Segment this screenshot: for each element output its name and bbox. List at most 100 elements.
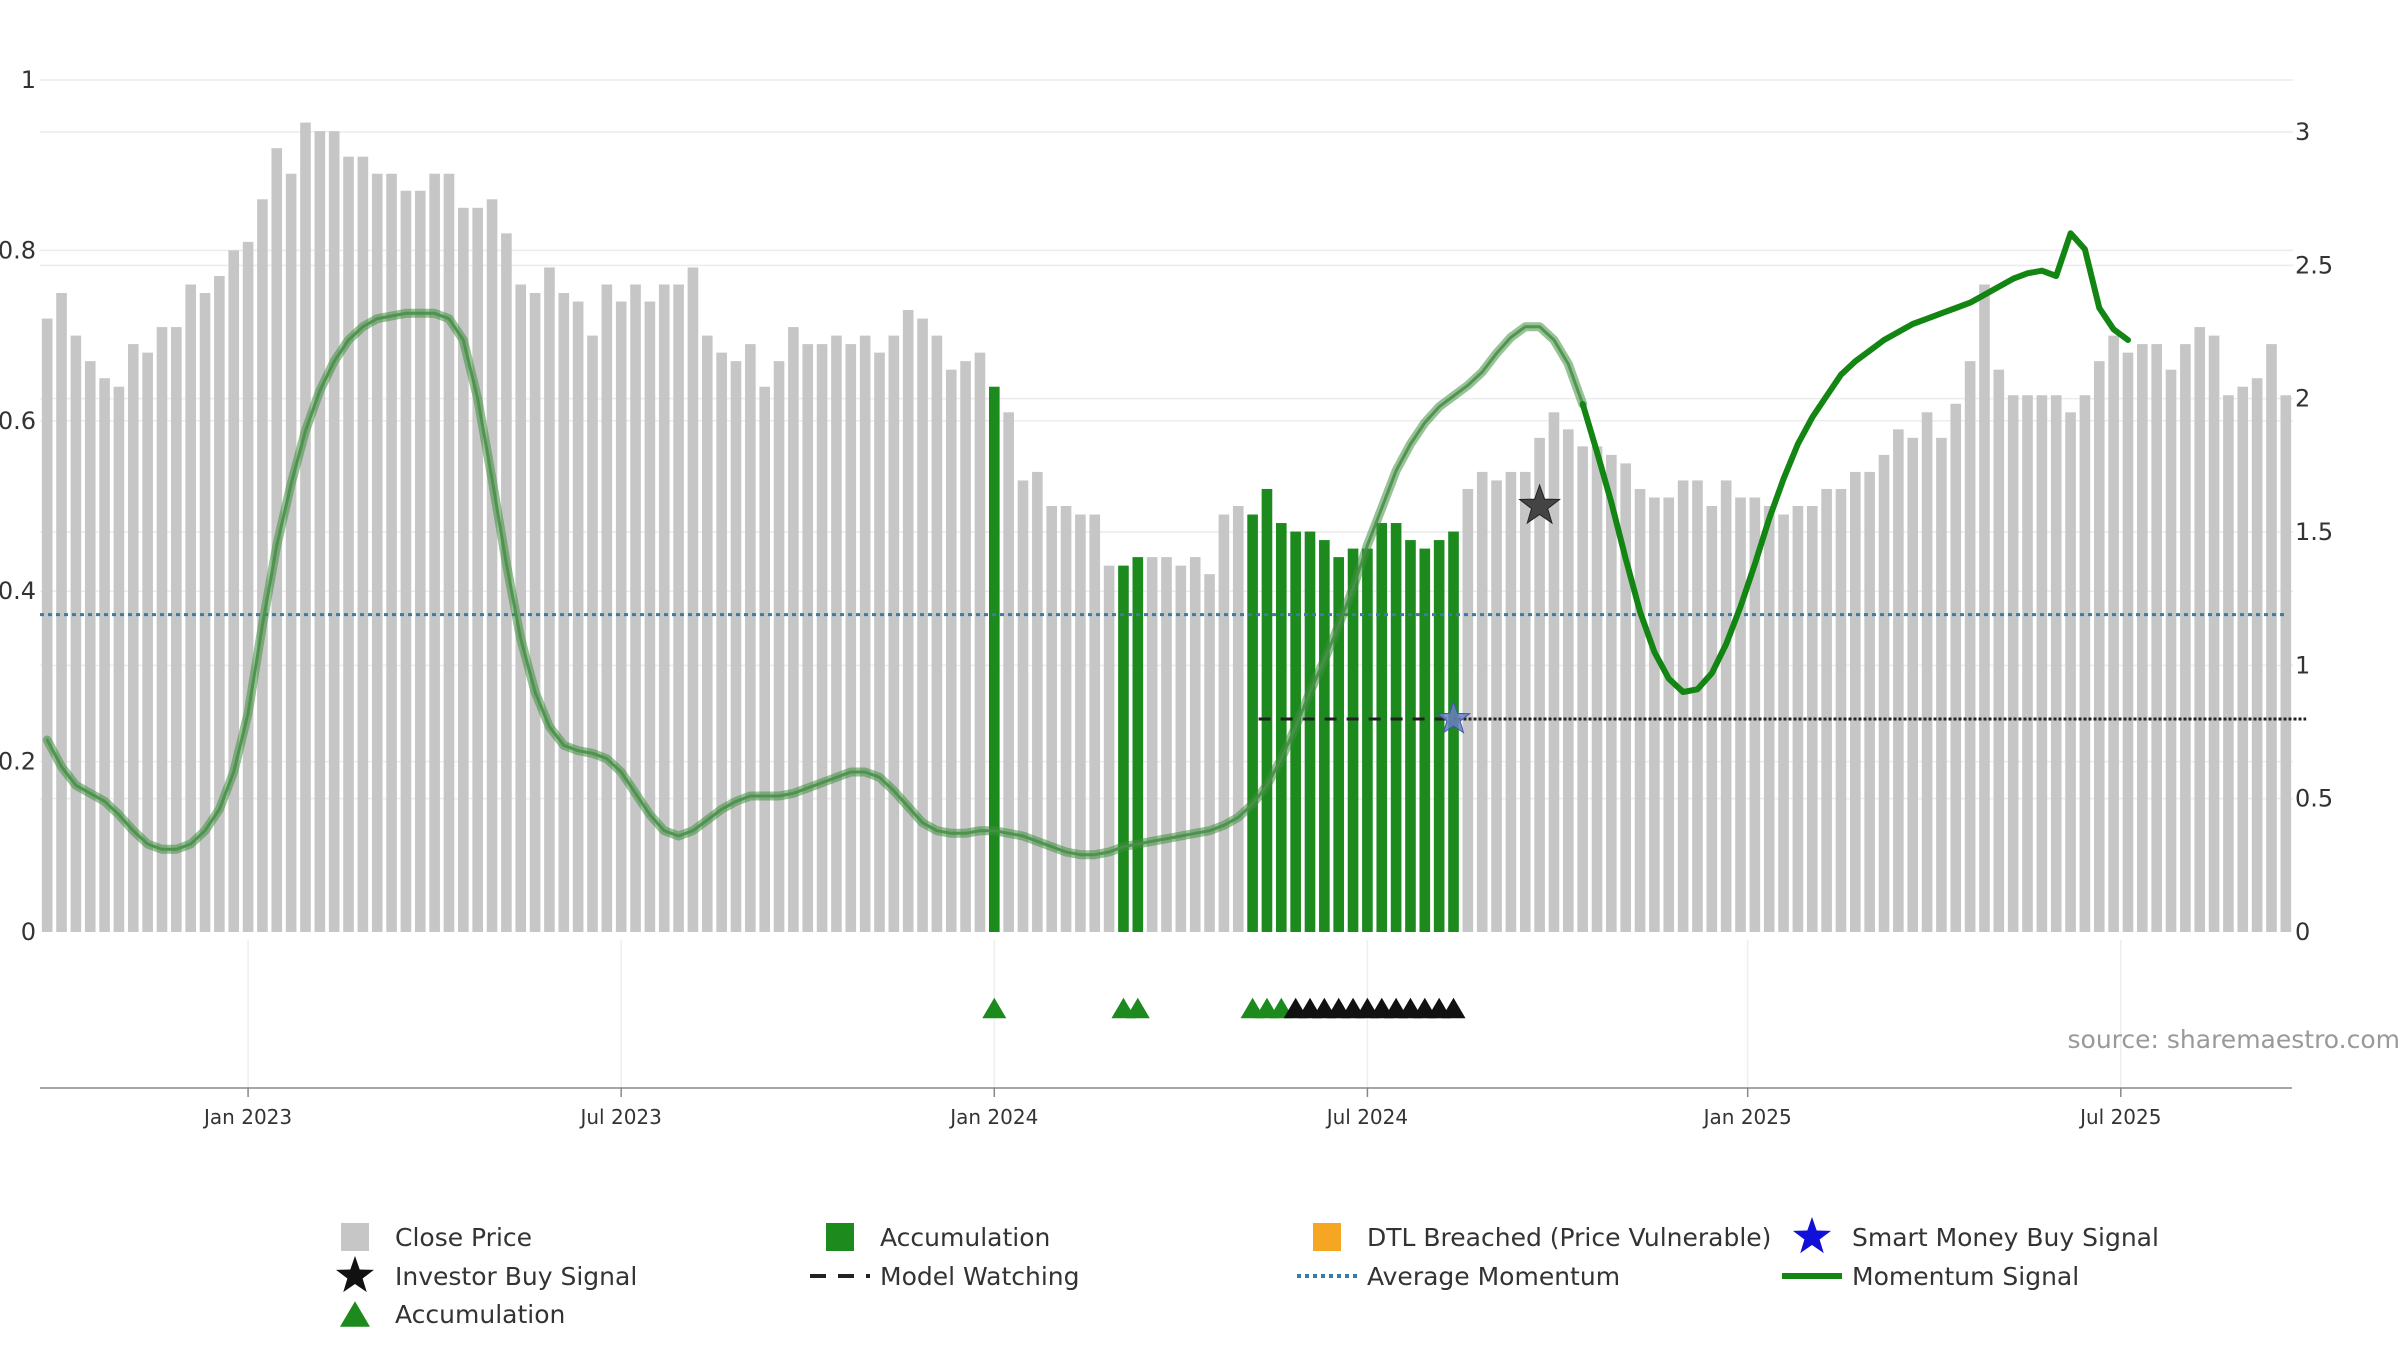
close-price-bar bbox=[529, 293, 541, 932]
close-price-bar bbox=[400, 190, 412, 932]
close-price-bar bbox=[1534, 437, 1545, 932]
close-price-bar bbox=[974, 352, 986, 932]
close-price-bar bbox=[1850, 471, 1861, 932]
close-price-bar bbox=[1563, 429, 1574, 932]
close-price-bar bbox=[773, 361, 785, 932]
x-axis-tick: Jul 2025 bbox=[2078, 1105, 2161, 1129]
close-price-bar bbox=[845, 344, 857, 932]
legend-item: Accumulation bbox=[826, 1223, 1050, 1252]
close-price-bar bbox=[1620, 463, 1632, 932]
close-price-bar bbox=[257, 199, 268, 932]
close-price-bar bbox=[716, 352, 727, 932]
legend-item: Accumulation bbox=[340, 1300, 565, 1329]
accumulation-triangle bbox=[982, 997, 1007, 1019]
close-price-bar bbox=[2050, 395, 2062, 932]
close-price-bar bbox=[414, 190, 426, 932]
close-price-bar bbox=[917, 318, 928, 932]
close-price-bar bbox=[242, 241, 254, 932]
left-axis-tick: 0.8 bbox=[0, 236, 36, 264]
close-price-bar bbox=[41, 318, 53, 932]
close-price-bar bbox=[2251, 378, 2263, 932]
investor-buy-star bbox=[1518, 483, 1562, 525]
close-price-bar bbox=[658, 284, 670, 933]
left-axis-tick: 1 bbox=[21, 66, 36, 94]
close-price-bar bbox=[486, 199, 498, 932]
accumulation-triangle-icon bbox=[340, 1301, 370, 1327]
close-price-bar bbox=[1032, 471, 1043, 932]
close-price-bar bbox=[902, 310, 914, 932]
close-price-bar bbox=[1778, 514, 1789, 932]
legend-label: Close Price bbox=[395, 1223, 532, 1252]
close-price-bar bbox=[2280, 395, 2292, 932]
accumulation-bar bbox=[1261, 488, 1273, 932]
close-price-bar bbox=[171, 327, 182, 933]
legend-item: Model Watching bbox=[810, 1262, 1080, 1291]
close-price-bar bbox=[156, 327, 168, 933]
close-price-bar bbox=[1476, 471, 1488, 932]
close-price-bar bbox=[2079, 395, 2091, 932]
accumulation-bar bbox=[1347, 548, 1359, 932]
close-price-bar bbox=[1821, 488, 1832, 932]
close-price-bar bbox=[2223, 395, 2234, 932]
legend-item: Momentum Signal bbox=[1782, 1262, 2079, 1291]
legend-label: Smart Money Buy Signal bbox=[1852, 1223, 2159, 1252]
accumulation-bar bbox=[1304, 531, 1316, 932]
close-price-bar bbox=[1204, 574, 1215, 932]
right-axis-tick: 0.5 bbox=[2295, 785, 2333, 813]
close-price-bar bbox=[1921, 412, 1933, 932]
smart-money-star bbox=[1435, 700, 1472, 734]
close-price-bar bbox=[759, 386, 770, 933]
left-axis-tick: 0 bbox=[21, 918, 36, 946]
close-price-bar bbox=[788, 327, 799, 933]
close-price-bar bbox=[1878, 454, 1890, 932]
close-price-bar bbox=[2065, 412, 2076, 932]
close-price-bar bbox=[859, 335, 871, 933]
x-axis-tick: Jan 2024 bbox=[948, 1105, 1038, 1129]
x-axis-tick: Jan 2023 bbox=[202, 1105, 292, 1129]
close-price-bar bbox=[1075, 514, 1086, 932]
close-price-bar bbox=[472, 207, 483, 933]
close-price-bar bbox=[701, 335, 713, 933]
close-price-bar bbox=[1864, 471, 1875, 932]
close-price-bar bbox=[816, 344, 828, 932]
accumulation-bar bbox=[1247, 514, 1258, 932]
close-price-bar bbox=[1161, 557, 1172, 932]
legend-label: Accumulation bbox=[880, 1223, 1050, 1252]
close-price-bar bbox=[1634, 488, 1646, 932]
legend-item: Close Price bbox=[341, 1223, 532, 1252]
close-price-bar bbox=[2036, 395, 2048, 932]
left-axis-tick: 0.2 bbox=[0, 748, 36, 776]
accumulation-bar bbox=[1319, 540, 1330, 932]
close-price-bar bbox=[1893, 429, 1904, 932]
smart-money-star-icon bbox=[1792, 1217, 1832, 1254]
close-price-bar bbox=[630, 284, 641, 933]
close-price-bar bbox=[1806, 506, 1818, 932]
accumulation-swatch bbox=[826, 1223, 854, 1251]
dtl-breached-swatch bbox=[1313, 1223, 1341, 1251]
close-price-bar bbox=[1792, 506, 1804, 932]
accumulation-bar bbox=[1419, 548, 1431, 932]
close-price-bar bbox=[2237, 386, 2249, 933]
close-price-bar bbox=[831, 335, 842, 933]
close-price-bar bbox=[185, 284, 196, 933]
close-price-bar bbox=[1089, 514, 1101, 932]
close-price-bar bbox=[2165, 369, 2177, 932]
close-price-bar bbox=[1835, 488, 1847, 932]
accumulation-bar bbox=[1390, 523, 1402, 932]
close-price-bar bbox=[945, 369, 957, 932]
close-price-bar bbox=[888, 335, 900, 933]
close-price-bar bbox=[2194, 327, 2206, 933]
legend-label: Investor Buy Signal bbox=[395, 1262, 637, 1291]
legend-item: Average Momentum bbox=[1297, 1262, 1620, 1291]
source-label: source: sharemaestro.com bbox=[2068, 1025, 2400, 1054]
accumulation-bar bbox=[988, 386, 1000, 933]
legend-label: DTL Breached (Price Vulnerable) bbox=[1367, 1223, 1771, 1252]
close-price-bar bbox=[285, 173, 297, 933]
close-price-bar bbox=[1519, 471, 1531, 932]
close-price-bar bbox=[2022, 395, 2033, 932]
close-price-bar bbox=[687, 267, 699, 932]
accumulation-bar bbox=[1362, 548, 1373, 932]
close-price-bar bbox=[1060, 506, 1072, 932]
close-price-bar bbox=[1218, 514, 1230, 932]
close-price-bar bbox=[1146, 557, 1158, 932]
